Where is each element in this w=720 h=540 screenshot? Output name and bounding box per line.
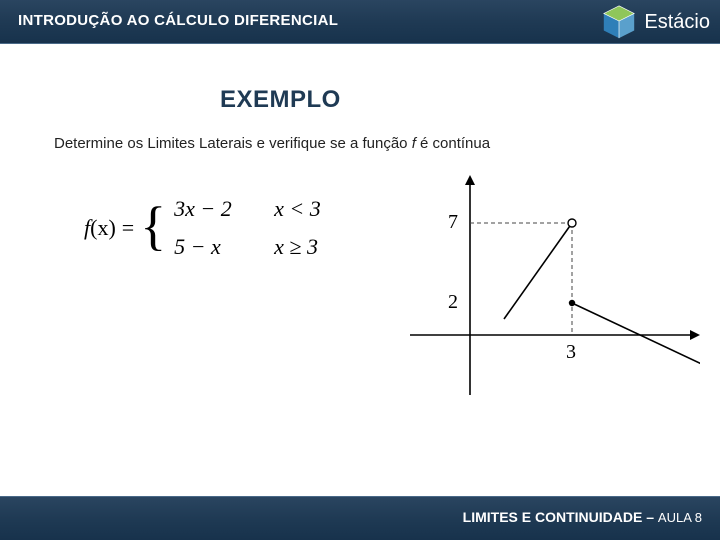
piecewise-cases: 3x − 2 x < 3 5 − x x ≥ 3 — [174, 196, 321, 260]
piecewise-chart: 723 — [400, 175, 700, 405]
problem-f: f — [412, 135, 416, 152]
piecewise-function: f(x) = { 3x − 2 x < 3 5 − x x ≥ 3 — [84, 196, 321, 260]
footer-lesson: AULA 8 — [658, 510, 702, 525]
case-cond: x < 3 — [274, 196, 321, 222]
case-cond: x ≥ 3 — [274, 234, 318, 260]
footer-sep: – — [646, 509, 654, 525]
case-expr: 5 − x — [174, 234, 246, 260]
problem-line2: é contínua — [420, 135, 490, 152]
equals: = — [122, 215, 134, 241]
case-row: 5 − x x ≥ 3 — [174, 234, 321, 260]
footer-text: LIMITES E CONTINUIDADE – AULA 8 — [463, 509, 702, 525]
footer-bar: LIMITES E CONTINUIDADE – AULA 8 — [0, 496, 720, 540]
case-row: 3x − 2 x < 3 — [174, 196, 321, 222]
cube-icon — [600, 3, 638, 41]
chart-svg — [400, 175, 700, 405]
course-title: INTRODUÇÃO AO CÁLCULO DIFERENCIAL — [18, 12, 338, 29]
problem-statement: Determine os Limites Laterais e verifiqu… — [54, 134, 614, 154]
case-expr: 3x − 2 — [174, 196, 246, 222]
example-heading: EXEMPLO — [220, 86, 341, 114]
left-brace: { — [140, 199, 166, 253]
problem-line1: Determine os Limites Laterais e verifiqu… — [54, 135, 408, 152]
brand-name: Estácio — [644, 11, 710, 34]
fx-lhs: f(x) — [84, 215, 116, 241]
header-bar: INTRODUÇÃO AO CÁLCULO DIFERENCIAL Estáci… — [0, 0, 720, 44]
brand-logo: Estácio — [600, 0, 710, 44]
footer-topic: LIMITES E CONTINUIDADE — [463, 509, 643, 525]
